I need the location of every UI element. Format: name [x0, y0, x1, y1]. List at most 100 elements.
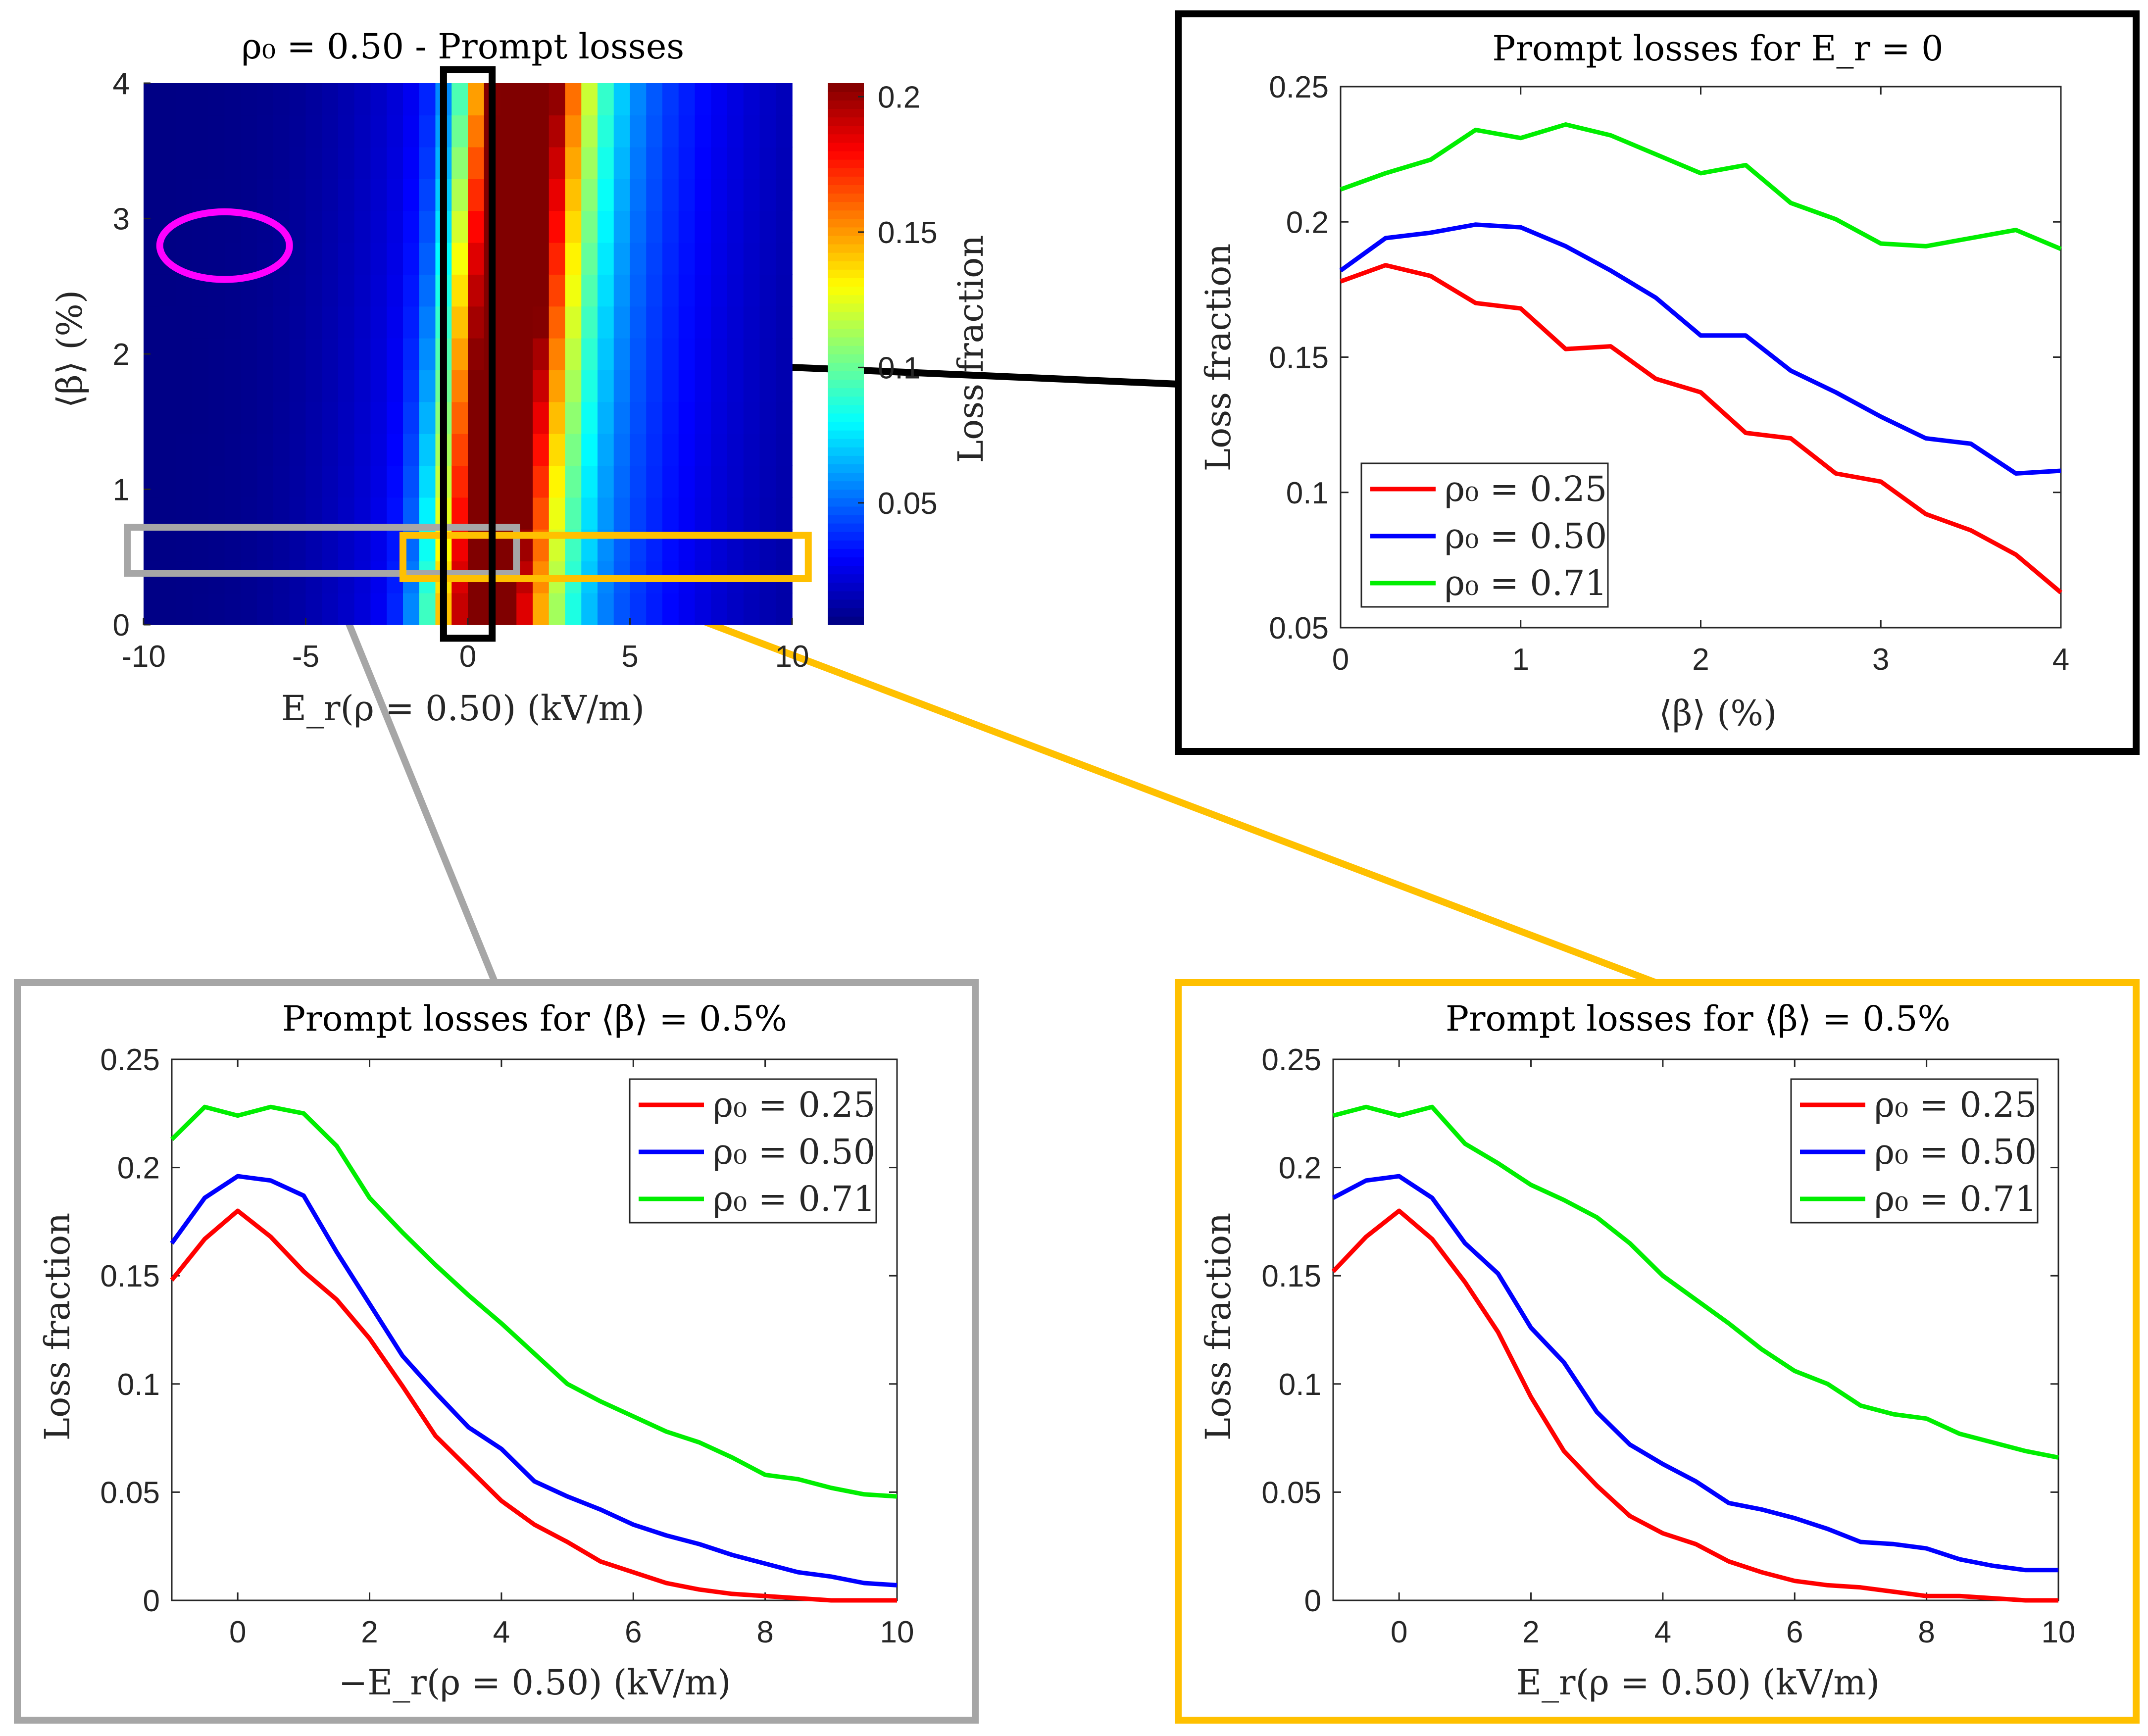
colorbar-step [828, 607, 864, 617]
heatmap-cell [565, 115, 582, 148]
heatmap-cell [208, 370, 225, 402]
heatmap-cell [776, 274, 793, 307]
heatmap-cell [581, 274, 598, 307]
heatmap-cell [192, 338, 209, 370]
heatmap-cell [451, 433, 468, 466]
heatmap-cell [144, 115, 160, 148]
heatmap-cell [241, 242, 258, 275]
x-tick-label: 2 [361, 1615, 378, 1649]
heatmap-cell [678, 242, 696, 275]
heatmap-cell [727, 401, 744, 434]
heatmap-cell [711, 274, 728, 307]
heatmap-cell [776, 115, 793, 148]
heatmap-cell [451, 465, 468, 498]
y-tick-label: 0.2 [1286, 205, 1329, 240]
heatmap-cell [759, 497, 777, 530]
heatmap-cell [289, 593, 306, 625]
heatmap-cell [370, 274, 388, 307]
heatmap-cell [403, 593, 420, 625]
heatmap-cell [776, 370, 793, 402]
heatmap-cell [338, 179, 355, 211]
heatmap-cell [516, 83, 533, 116]
heatmap-cell [322, 306, 339, 339]
heatmap-cell [533, 433, 549, 466]
colorbar-step [828, 150, 864, 160]
heatmap-cell [257, 370, 274, 402]
heatmap-cell [759, 274, 777, 307]
heatmap-cell [598, 306, 614, 339]
heatmap-cell [241, 433, 258, 466]
heatmap-cell [257, 179, 274, 211]
heatmap-cell [630, 147, 647, 179]
heatmap-cell [159, 370, 177, 402]
heatmap-cell [630, 306, 647, 339]
heatmap-cell [387, 274, 403, 307]
heatmap-cell [241, 338, 258, 370]
colorbar-step [828, 362, 864, 371]
heatmap-cell [176, 561, 193, 594]
heatmap-cell [370, 147, 388, 179]
chart-xlabel: E_r(ρ = 0.50) (kV/m) [1516, 1662, 1880, 1703]
heatmap-cell [273, 433, 290, 466]
heatmap-cell [192, 83, 209, 116]
connector-gray [325, 572, 499, 984]
heatmap-cell [273, 179, 290, 211]
heatmap-cell [257, 274, 274, 307]
colorbar-step [828, 421, 864, 431]
heatmap-cell [159, 179, 177, 211]
heatmap-cell [354, 401, 371, 434]
heatmap-cell [273, 115, 290, 148]
heatmap-cell [646, 338, 663, 370]
heatmap-cell [370, 529, 388, 562]
heatmap-cell [695, 465, 712, 498]
heatmap-cell [241, 465, 258, 498]
heatmap-cell [289, 274, 306, 307]
heatmap-cell [727, 242, 744, 275]
heatmap-cell [419, 83, 436, 116]
heatmap-cell [289, 433, 306, 466]
heatmap-cell [549, 179, 566, 211]
heatmap-cell [468, 465, 485, 498]
heatmap-cell [695, 147, 712, 179]
heatmap-cell [516, 306, 533, 339]
heatmap-cell [176, 433, 193, 466]
colorbar-step [828, 354, 864, 363]
heatmap-cell [711, 497, 728, 530]
heatmap-cell [678, 338, 696, 370]
colorbar-step [828, 413, 864, 422]
heatmap-cell [273, 306, 290, 339]
heatmap-cell [208, 561, 225, 594]
y-tick-label: 0.25 [1269, 70, 1329, 104]
heatmap-cell [549, 147, 566, 179]
heatmap-cell [516, 370, 533, 402]
heatmap-cell [224, 83, 242, 116]
y-tick-label: 0 [1304, 1584, 1321, 1618]
heatmap-cell [613, 401, 631, 434]
heatmap-cell [516, 179, 533, 211]
heatmap-cell [549, 465, 566, 498]
series-line [1340, 263, 2062, 595]
heatmap-cell [581, 497, 598, 530]
heatmap-cell [403, 370, 420, 402]
heatmap-cell [678, 401, 696, 434]
heatmap-cell [354, 147, 371, 179]
colorbar-step [828, 337, 864, 346]
heatmap-cell [598, 401, 614, 434]
x-tick-label: 6 [1786, 1615, 1803, 1649]
heatmap-cell [613, 306, 631, 339]
heatmap-cell [646, 306, 663, 339]
heatmap-cell [354, 306, 371, 339]
colorbar-step [828, 404, 864, 414]
series-line [170, 1104, 898, 1499]
heatmap-cell [727, 210, 744, 243]
y-tick-label: 0.15 [1261, 1259, 1321, 1293]
heatmap-cell [370, 179, 388, 211]
heatmap-cell [354, 242, 371, 275]
heatmap-cell [451, 370, 468, 402]
heatmap-cell [144, 306, 160, 339]
colorbar-step [828, 345, 864, 354]
heatmap-cell [241, 561, 258, 594]
heatmap-cell [533, 593, 549, 625]
heatmap-cell [468, 338, 485, 370]
heatmap-cell [192, 561, 209, 594]
